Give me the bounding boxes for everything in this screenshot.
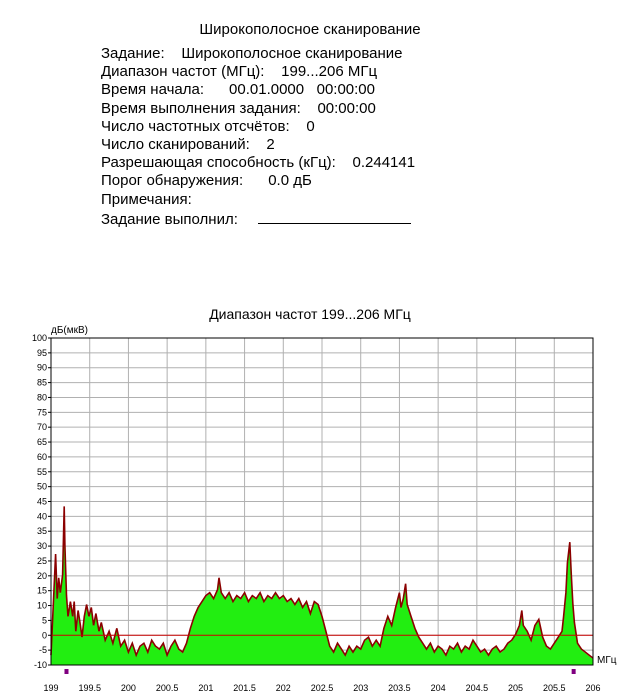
info-label: Порог обнаружения: xyxy=(101,172,244,190)
info-label: Время выполнения задания: xyxy=(101,99,301,117)
spectrum-chart: -10 -5 0 5 10 15 20 25 30 35 40 45 50 55 60 65 70 75 80 85 9… xyxy=(32,325,617,693)
info-row-performed-by: Задание выполнил: xyxy=(101,209,415,228)
info-value: 00:00:00 xyxy=(317,99,376,117)
y-tick-label: 25 xyxy=(37,556,47,566)
info-row-resolution: Разрешающая способность (кГц): 0.244141 xyxy=(101,154,415,172)
info-label: Задание: xyxy=(101,45,165,62)
y-tick-label: 30 xyxy=(37,541,47,551)
x-tick-label: 203.5 xyxy=(388,683,411,693)
report-title: Широкополосное сканирование xyxy=(199,21,421,38)
info-row-samples: Число частотных отсчётов: 0 xyxy=(101,118,415,136)
x-axis-label: МГц xyxy=(597,655,617,666)
info-label: Диапазон частот (МГц): xyxy=(101,63,265,81)
info-value: Широкополосное сканирование xyxy=(181,45,403,62)
info-value: 0 xyxy=(306,117,315,135)
y-tick-label: 40 xyxy=(37,511,47,521)
x-tick-label: 204 xyxy=(431,683,446,693)
info-label: Задание выполнил: xyxy=(101,210,238,228)
info-value: 199...206 МГц xyxy=(281,63,378,81)
y-tick-label: -10 xyxy=(34,660,47,670)
spectrum-fill xyxy=(51,507,593,665)
info-value: 2 xyxy=(266,135,275,153)
info-label: Разрешающая способность (кГц): xyxy=(101,154,336,172)
x-tick-label: 202 xyxy=(276,683,291,693)
y-tick-label: 35 xyxy=(37,526,47,536)
y-tick-label: 15 xyxy=(37,586,47,596)
y-tick-label: 50 xyxy=(37,482,47,492)
y-tick-label: 45 xyxy=(37,497,47,507)
plot-border xyxy=(50,337,594,666)
info-row-duration: Время выполнения задания: 00:00:00 xyxy=(101,100,415,118)
info-row-threshold: Порог обнаружения: 0.0 дБ xyxy=(101,172,415,190)
y-tick-label: 60 xyxy=(37,452,47,462)
x-tick-label: 206 xyxy=(585,683,600,693)
x-tick-label: 199 xyxy=(43,683,58,693)
x-tick-label: 204.5 xyxy=(466,683,489,693)
x-tick-label: 200.5 xyxy=(156,683,179,693)
x-tick-label: 205 xyxy=(508,683,523,693)
y-tick-label: 0 xyxy=(42,630,47,640)
x-tick-label: 201 xyxy=(198,683,213,693)
info-value: 00.01.0000 00:00:00 xyxy=(229,81,375,99)
x-tick-label: 202.5 xyxy=(311,683,334,693)
y-tick-label: 85 xyxy=(37,378,47,388)
info-row-scans: Число сканирований: 2 xyxy=(101,136,415,154)
y-tick-label: 55 xyxy=(37,467,47,477)
spectrum-envelope xyxy=(50,506,594,659)
y-tick-label: 75 xyxy=(37,407,47,417)
y-tick-label: 65 xyxy=(37,437,47,447)
info-row-task: Задание: Широкополосное сканирование xyxy=(101,45,415,63)
y-tick-label: 100 xyxy=(32,333,47,343)
y-tick-label: 70 xyxy=(37,422,47,432)
chart-title: Диапазон частот 199...206 МГц xyxy=(209,306,411,322)
y-axis-label: дБ(мкВ) xyxy=(51,325,88,336)
info-label: Время начала: xyxy=(101,81,205,99)
info-row-notes: Примечания: xyxy=(101,191,415,209)
info-label: Примечания: xyxy=(101,190,192,208)
x-tick-label: 201.5 xyxy=(233,683,256,693)
signal-marker xyxy=(571,669,576,674)
info-row-start-time: Время начала: 00.01.0000 00:00:00 xyxy=(101,81,415,99)
y-tick-label: 90 xyxy=(37,363,47,373)
signature-line xyxy=(257,209,411,224)
y-tick-label: 5 xyxy=(42,615,47,625)
report-info: Задание: Широкополосное сканирование Диа… xyxy=(101,45,415,228)
y-tick-label: -5 xyxy=(39,645,47,655)
info-value: 0.0 дБ xyxy=(268,172,312,190)
info-value: 0.244141 xyxy=(352,154,416,172)
signal-marker xyxy=(64,669,69,674)
info-row-range: Диапазон частот (МГц): 199...206 МГц xyxy=(101,63,415,81)
x-tick-label: 205.5 xyxy=(543,683,566,693)
y-tick-label: 80 xyxy=(37,392,47,402)
y-tick-label: 20 xyxy=(37,571,47,581)
x-tick-label: 199.5 xyxy=(78,683,101,693)
y-tick-label: 10 xyxy=(37,601,47,611)
info-label: Число частотных отсчётов: xyxy=(101,117,290,135)
info-label: Число сканирований: xyxy=(101,135,250,153)
x-tick-label: 203 xyxy=(353,683,368,693)
x-tick-label: 200 xyxy=(121,683,136,693)
y-tick-label: 95 xyxy=(37,348,47,358)
